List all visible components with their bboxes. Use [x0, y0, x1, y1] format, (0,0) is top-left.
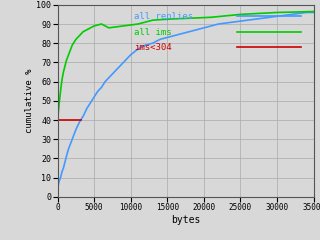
X-axis label: bytes: bytes: [171, 215, 200, 225]
Text: all replies: all replies: [134, 12, 194, 22]
Y-axis label: cumulative %: cumulative %: [25, 69, 34, 133]
Text: ims<304: ims<304: [134, 43, 172, 52]
Text: all ims: all ims: [134, 28, 172, 37]
